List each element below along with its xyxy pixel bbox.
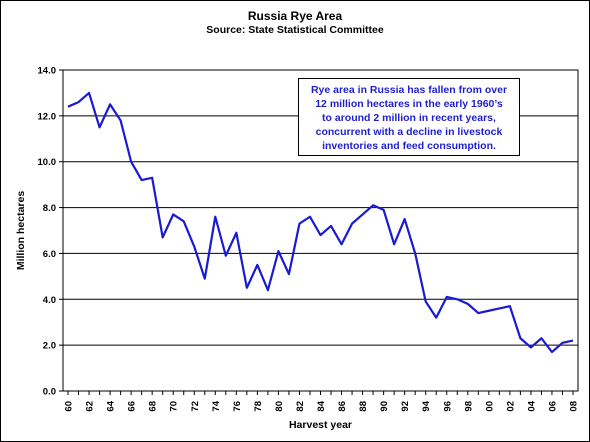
y-tick-label: 10.0 (38, 157, 57, 168)
x-axis-label: Harvest year (289, 419, 352, 431)
x-tick-label: 86 (337, 401, 348, 412)
x-tick-label: 02 (505, 401, 516, 412)
x-tick-label: 72 (190, 401, 201, 412)
x-tick-label: 84 (316, 400, 327, 411)
x-tick-label: 62 (85, 401, 96, 412)
x-tick-label: 90 (379, 401, 390, 412)
y-tick-label: 8.0 (43, 203, 56, 214)
y-tick-label: 14.0 (38, 66, 57, 77)
annotation-line: inventories and feed consumption. (322, 140, 496, 152)
x-tick-label: 74 (211, 400, 222, 411)
x-tick-label: 60 (64, 401, 75, 412)
x-tick-label: 08 (569, 401, 580, 412)
annotation-line: concurrent with a decline in livestock (315, 126, 503, 138)
y-tick-label: 4.0 (43, 295, 56, 306)
annotation-line: Rye area in Russia has fallen from over (310, 84, 508, 96)
x-tick-label: 94 (421, 400, 432, 411)
y-tick-label: 12.0 (38, 111, 57, 122)
annotation-box: Rye area in Russia has fallen from over 1… (298, 78, 520, 156)
annotation-line: to around 2 million in recent years, (322, 112, 496, 124)
x-axis: 60 62 64 66 68 70 72 74 76 78 80 82 84 86 88 90 92 94 96 98… (64, 391, 580, 412)
y-tick-label: 2.0 (43, 341, 56, 352)
chart-subtitle: Source: State Statistical Committee (206, 24, 384, 36)
x-tick-label: 64 (106, 400, 117, 411)
y-axis: 0.0 2.0 4.0 6.0 8.0 10.0 12.0 14.0 (38, 66, 63, 398)
x-tick-label: 66 (127, 401, 138, 412)
x-tick-label: 96 (442, 401, 453, 412)
y-tick-label: 6.0 (43, 249, 56, 260)
y-tick-label: 0.0 (43, 387, 56, 398)
x-tick-label: 68 (148, 401, 159, 412)
x-tick-label: 80 (274, 401, 285, 412)
series-line (67, 91, 574, 354)
x-tick-label: 98 (463, 401, 474, 412)
x-tick-label: 88 (358, 401, 369, 412)
x-tick-label: 70 (169, 401, 180, 412)
chart-title: Russia Rye Area (247, 9, 343, 23)
x-tick-label: 04 (526, 400, 537, 411)
x-tick-label: 06 (547, 401, 558, 412)
x-tick-label: 92 (400, 401, 411, 412)
x-tick-label: 78 (253, 401, 264, 412)
x-tick-label: 76 (232, 401, 243, 412)
annotation-line: 12 million hectares in the early 1960’s (315, 98, 503, 110)
x-tick-label: 82 (295, 401, 306, 412)
x-tick-label: 00 (484, 401, 495, 412)
y-axis-label: Million hectares (15, 191, 27, 271)
